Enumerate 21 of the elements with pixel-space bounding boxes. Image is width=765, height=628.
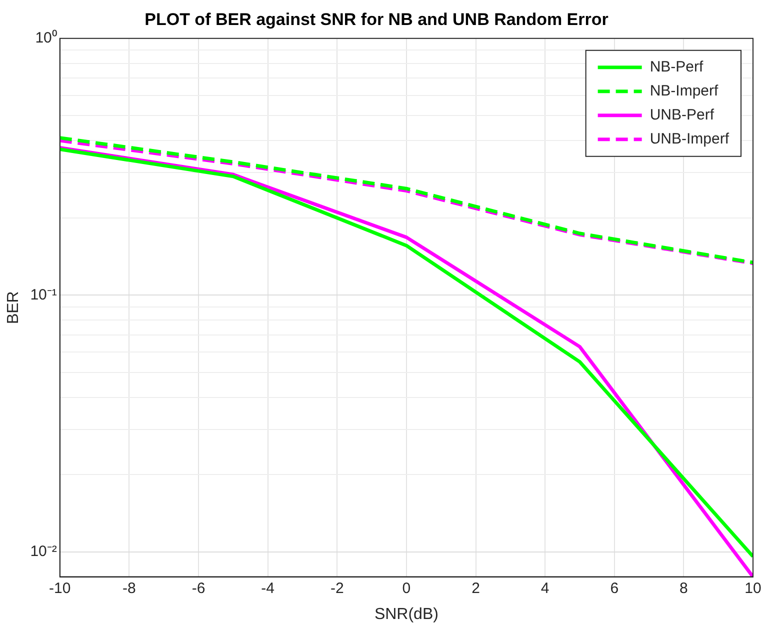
x-axis-title: SNR(dB) (374, 606, 438, 623)
x-tick-label: 6 (610, 580, 619, 597)
legend-label: NB-Imperf (650, 82, 719, 100)
x-tick-label: 2 (472, 580, 480, 597)
x-tick-label: 4 (540, 580, 550, 597)
x-tick-label: -6 (192, 580, 206, 597)
x-tick-label: -2 (330, 580, 344, 597)
y-axis-title: BER (5, 291, 22, 324)
x-tick-label: 8 (680, 580, 688, 597)
legend-label: UNB-Imperf (650, 130, 730, 148)
x-tick-label: -8 (122, 580, 136, 597)
x-tick-label: 10 (744, 580, 762, 597)
legend-label: UNB-Perf (650, 106, 715, 124)
y-tick-label: 10⁰ (35, 30, 57, 47)
y-tick-label: 10⁻¹ (30, 286, 57, 304)
legend-label: NB-Perf (650, 58, 704, 76)
x-tick-label: 0 (402, 580, 411, 597)
x-tick-label: -4 (261, 580, 274, 597)
x-tick-label: -10 (49, 580, 71, 597)
y-tick-label: 10⁻² (30, 543, 57, 560)
chart-title: PLOT of BER against SNR for NB and UNB Random Error (144, 10, 609, 29)
